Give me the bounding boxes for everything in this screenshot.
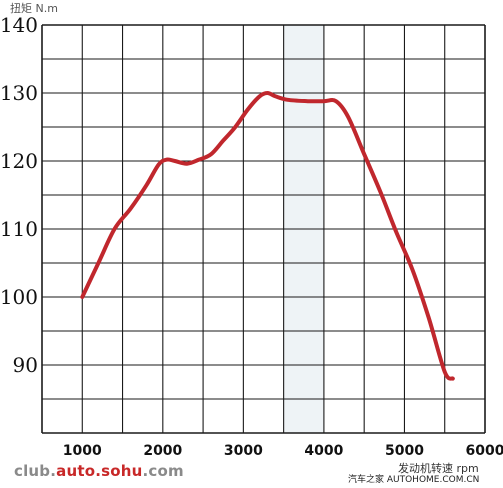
- autohome-watermark: 汽车之家 AUTOHOME.COM.CN: [348, 475, 480, 485]
- x-tick-label: 5000: [385, 443, 424, 459]
- series-layer: [80, 91, 455, 381]
- x-axis-ticks: 1000 2000 3000 4000 5000 6000: [63, 443, 503, 459]
- x-tick-label: 3000: [224, 443, 263, 459]
- grid: [41, 24, 486, 434]
- x-tick-label: 1000: [63, 443, 102, 459]
- y-axis-label: 扭矩 N.m: [10, 1, 58, 15]
- y-tick-label: 120: [0, 149, 38, 173]
- x-axis-label: 发动机转速 rpm: [398, 461, 479, 475]
- y-tick-label: 110: [0, 217, 38, 241]
- y-tick-label: 130: [0, 81, 38, 105]
- x-tick-label: 4000: [304, 443, 343, 459]
- x-tick-label: 2000: [143, 443, 182, 459]
- sohu-watermark: club.auto.sohu.com: [14, 462, 184, 480]
- y-tick-label: 140: [0, 13, 38, 37]
- torque-curve-line: [80, 91, 455, 381]
- y-axis-ticks: 90 100 110 120 130 140: [0, 13, 38, 377]
- y-tick-label: 90: [13, 353, 38, 377]
- x-tick-label: 6000: [466, 443, 503, 459]
- y-tick-label: 100: [0, 285, 38, 309]
